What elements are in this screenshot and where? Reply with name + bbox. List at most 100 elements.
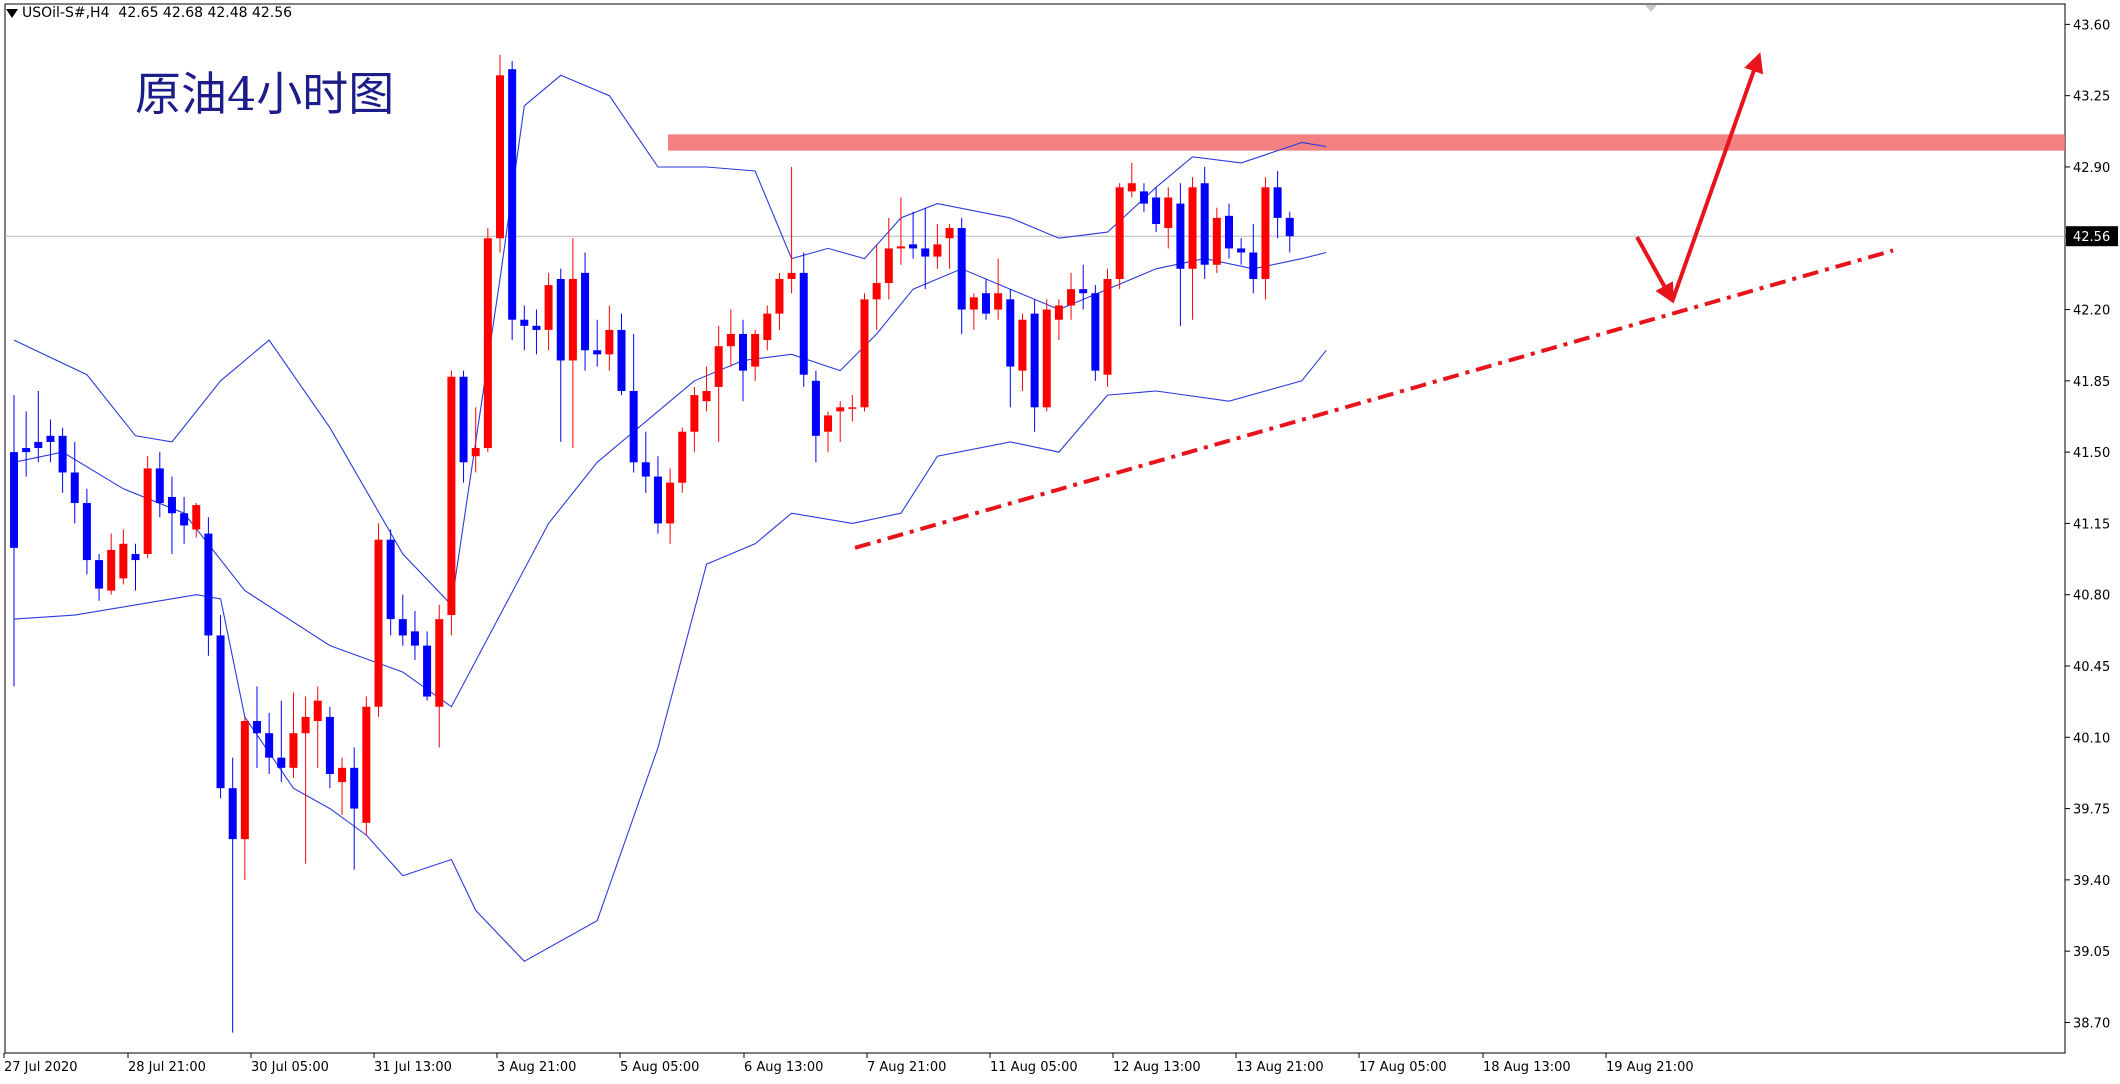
- arrow-down-to-support: [1635, 236, 1674, 304]
- candle-body: [617, 329, 626, 392]
- candle-body: [289, 733, 298, 768]
- current-price-label: 42.56: [2073, 230, 2110, 245]
- y-tick-label: 38.70: [2073, 1016, 2110, 1031]
- x-tick-label: 7 Aug 21:00: [867, 1060, 946, 1075]
- y-tick-label: 39.40: [2073, 874, 2110, 889]
- candle-body: [921, 248, 930, 257]
- candle-body: [836, 407, 845, 412]
- candle-body: [702, 391, 711, 402]
- candle-body: [167, 496, 176, 514]
- candle-body: [544, 285, 553, 330]
- candle-body: [325, 716, 334, 774]
- candle-body: [994, 293, 1003, 310]
- arrow-up-breakout: [1670, 52, 1764, 303]
- candle-body: [1285, 217, 1294, 237]
- candle-body: [34, 441, 43, 449]
- candle-body: [1127, 183, 1136, 192]
- candle-body: [447, 376, 456, 616]
- candle-body: [119, 543, 128, 579]
- candle-body: [690, 395, 699, 432]
- candle-body: [277, 757, 286, 768]
- candle-body: [216, 635, 225, 789]
- y-tick-label: 41.15: [2073, 517, 2110, 532]
- dropdown-triangle-icon[interactable]: [6, 8, 18, 18]
- candle-body: [1188, 187, 1197, 269]
- bollinger-lower-band: [13, 349, 1327, 962]
- candle-body: [811, 380, 820, 436]
- y-tick-label: 43.25: [2073, 90, 2110, 105]
- shift-marker-icon: [1645, 5, 1657, 12]
- candle-body: [568, 278, 577, 361]
- ohlc-values: 42.65 42.68 42.48 42.56: [118, 5, 293, 21]
- candle-body: [1091, 293, 1100, 371]
- candle-body: [678, 431, 687, 483]
- candle-body: [1115, 187, 1124, 279]
- candle-body: [726, 333, 735, 347]
- candle-body: [945, 228, 954, 239]
- candle-body: [1212, 217, 1221, 265]
- candle-body: [386, 539, 395, 620]
- candle-body: [459, 376, 468, 463]
- candle-body: [398, 619, 407, 636]
- candle-body: [641, 462, 650, 477]
- candle-body: [605, 329, 614, 355]
- candle-body: [374, 539, 383, 707]
- x-tick-label: 6 Aug 13:00: [744, 1060, 823, 1075]
- candle-body: [471, 448, 480, 457]
- candle-body: [884, 248, 893, 284]
- candle-body: [957, 228, 966, 310]
- candle-body: [483, 238, 492, 449]
- candle-body: [1103, 278, 1112, 375]
- candle-body: [508, 69, 517, 320]
- candle-body: [496, 75, 504, 239]
- candle-body: [253, 720, 261, 734]
- y-tick-label: 41.50: [2073, 446, 2110, 461]
- candle-body: [1237, 248, 1246, 253]
- candle-body: [896, 246, 905, 249]
- y-tick-label: 40.10: [2073, 731, 2110, 746]
- candle-body: [240, 720, 249, 840]
- candle-body: [739, 333, 747, 371]
- y-tick-label: 39.75: [2073, 803, 2110, 818]
- x-tick-label: 12 Aug 13:00: [1113, 1060, 1201, 1075]
- candle-body: [751, 333, 760, 367]
- candle-body: [1139, 191, 1148, 204]
- candle-body: [824, 415, 833, 432]
- candle-body: [180, 513, 189, 526]
- candle-body: [22, 448, 31, 453]
- candle-body: [532, 325, 541, 330]
- candle-body: [301, 716, 310, 734]
- current-price-box: [2066, 226, 2118, 247]
- support-trendline: [854, 248, 1894, 550]
- candle-body: [1067, 289, 1076, 306]
- candle-body: [1054, 305, 1063, 320]
- candle-body: [629, 391, 638, 463]
- bollinger-upper-band: [13, 74, 1327, 607]
- candle-body: [1261, 187, 1270, 279]
- symbol-header: USOil-S#,H4 42.65 42.68 42.48 42.56: [6, 5, 292, 21]
- candle-body: [909, 244, 918, 249]
- candle-body: [520, 319, 529, 326]
- candle-body: [1164, 197, 1173, 229]
- resistance-zone: [668, 134, 2065, 151]
- candle-body: [204, 533, 213, 636]
- y-tick-label: 42.20: [2073, 304, 2110, 319]
- y-tick-label: 43.60: [2073, 18, 2110, 33]
- candle-body: [313, 700, 322, 721]
- candle-body: [95, 560, 104, 589]
- x-tick-label: 17 Aug 05:00: [1359, 1060, 1447, 1075]
- candle-body: [969, 297, 978, 310]
- candle-body: [653, 476, 662, 524]
- candle-body: [107, 549, 116, 591]
- candle-body: [423, 645, 432, 697]
- candle-body: [1018, 319, 1027, 371]
- candle-body: [46, 435, 55, 442]
- y-tick-label: 42.90: [2073, 161, 2110, 176]
- symbol-info: USOil-S#,H4: [22, 5, 110, 21]
- candle-body: [362, 706, 371, 823]
- x-tick-label: 11 Aug 05:00: [990, 1060, 1078, 1075]
- candle-body: [435, 619, 444, 707]
- x-tick-label: 28 Jul 21:00: [128, 1060, 206, 1075]
